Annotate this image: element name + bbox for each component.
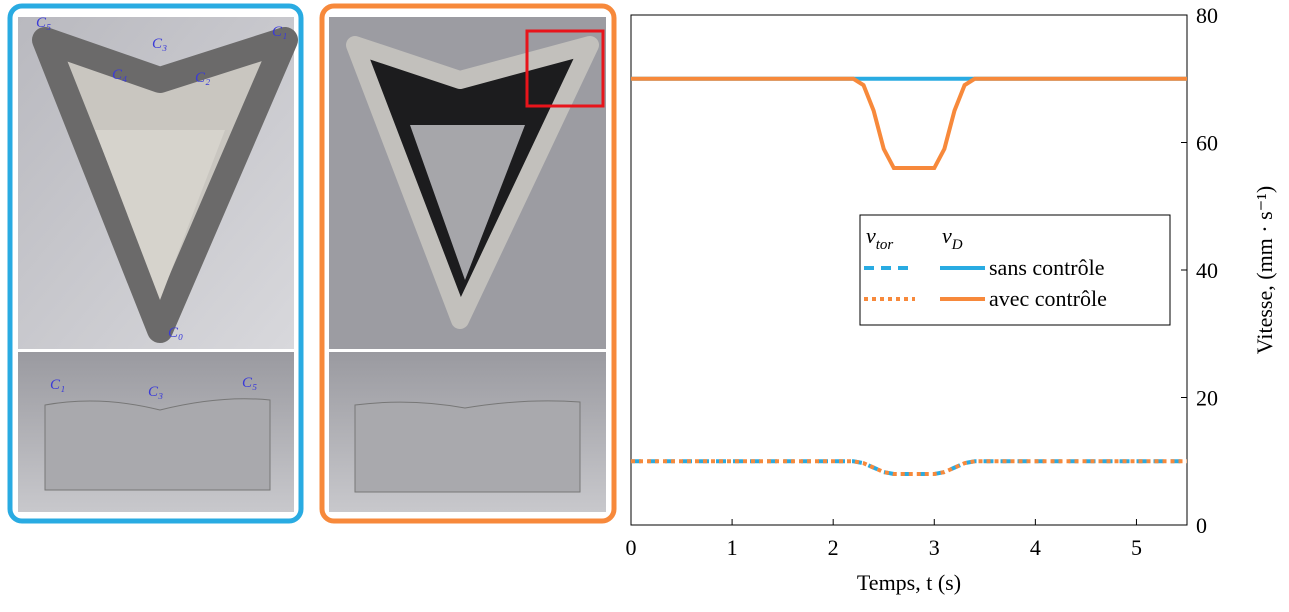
y-tick-label: 60	[1196, 131, 1218, 156]
y-tick-label: 0	[1196, 513, 1207, 538]
line	[631, 459, 1187, 476]
y-tick-label: 80	[1196, 3, 1218, 28]
x-tick-label: 5	[1131, 535, 1142, 560]
point-label: C₂	[195, 70, 210, 86]
x-tick-label: 4	[1030, 535, 1041, 560]
chart: 0 1 2 3 4 5 0 20 40 60 80 Temps, t (s) Vitesse, (mm …	[626, 3, 1278, 595]
highlight-box	[525, 29, 605, 108]
weld-side	[44, 398, 271, 491]
x-tick-label: 0	[626, 535, 637, 560]
point-label: C₃	[152, 36, 167, 52]
photo-frame	[319, 3, 617, 524]
point-label: C₁	[50, 377, 65, 393]
symbol: v	[942, 223, 952, 248]
symbol: v	[866, 223, 876, 248]
weld-inner	[410, 125, 525, 280]
point-label: C₅	[242, 375, 257, 391]
point-label: C₄	[112, 67, 127, 83]
subscript: D	[951, 237, 963, 253]
x-tick-label: 1	[727, 535, 738, 560]
photo-frame	[7, 3, 304, 524]
point-label: C₀	[168, 325, 183, 341]
legend-column-label: vD	[942, 223, 963, 253]
line	[631, 459, 1187, 476]
x-tick-label: 2	[828, 535, 839, 560]
line	[631, 76, 1187, 170]
legend-label: avec contrôle	[989, 286, 1107, 311]
photo-panel	[319, 3, 617, 524]
y-tick-label: 40	[1196, 258, 1218, 283]
legend-box	[859, 214, 1171, 326]
weld-side	[354, 400, 581, 493]
x-tick-label: 3	[929, 535, 940, 560]
subscript: tor	[876, 237, 894, 253]
photo-panel: C₅ C₃ C₁ C₄ C₂ C₀ C₁ C₃ C₅	[7, 3, 304, 524]
legend-column-label: vtor	[866, 223, 893, 253]
point-label: C₅	[36, 15, 51, 31]
x-axis-label: Temps, t (s)	[857, 570, 961, 595]
weld-inner	[95, 130, 225, 300]
point-label: C₃	[148, 384, 163, 400]
point-label: C₁	[272, 24, 287, 40]
y-axis-label: Vitesse, (mm · s⁻¹)	[1252, 186, 1277, 354]
y-tick-label: 20	[1196, 386, 1218, 411]
legend-label: sans contrôle	[989, 255, 1104, 280]
